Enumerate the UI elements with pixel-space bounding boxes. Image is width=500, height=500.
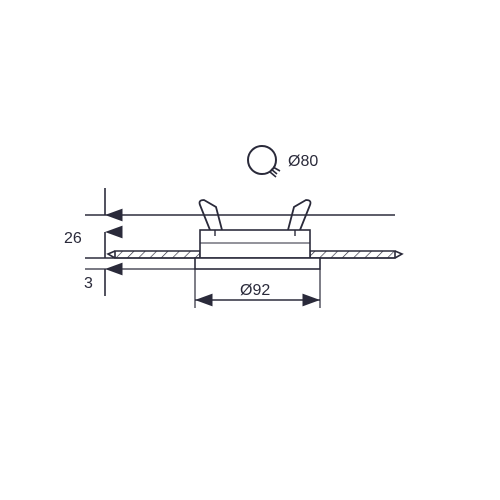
dim-rim-3: 3 xyxy=(84,269,195,296)
fixture-section xyxy=(85,200,402,269)
cutout-symbol: Ø80 xyxy=(248,146,318,177)
dim-92-label: Ø92 xyxy=(240,282,270,299)
dim-height-26: 26 xyxy=(64,188,105,258)
dim-26-label: 26 xyxy=(64,230,82,247)
dim-3-label: 3 xyxy=(84,275,93,292)
cutout-label: Ø80 xyxy=(288,153,318,170)
technical-drawing: Ø80 Ø92 xyxy=(0,0,500,500)
dim-diameter-92: Ø92 xyxy=(195,269,320,308)
